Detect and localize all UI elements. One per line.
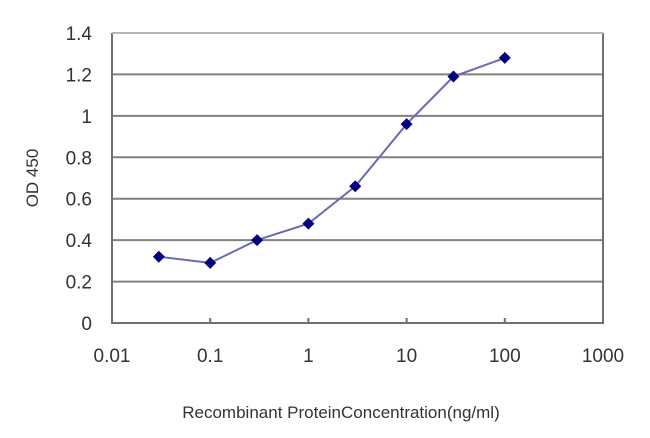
x-axis-label: Recombinant ProteinConcentration(ng/ml) [182, 403, 500, 422]
y-axis-ticks: 0 0.2 0.4 0.6 0.8 1 1.2 1.4 [66, 24, 93, 335]
data-point-diamond-marker [498, 51, 511, 64]
x-tick-label: 0.01 [94, 346, 131, 367]
y-tick-label: 0.4 [66, 231, 93, 252]
data-point-diamond-marker [349, 180, 362, 193]
x-tick-label: 0.1 [197, 346, 223, 367]
y-tick-label: 0.8 [66, 148, 92, 169]
y-tick-label: 1.4 [66, 24, 93, 45]
x-tick-label: 1 [303, 346, 314, 367]
data-point-diamond-marker [302, 217, 315, 230]
gridlines [112, 32, 603, 283]
y-tick-label: 0.2 [66, 273, 92, 294]
axes [111, 32, 604, 324]
data-point-diamond-marker [152, 250, 165, 263]
data-point-diamond-marker [204, 256, 217, 269]
x-tick-label: 1000 [582, 346, 624, 367]
data-series [152, 51, 511, 269]
y-tick-label: 0 [81, 314, 92, 335]
y-tick-label: 0.6 [66, 190, 92, 211]
y-tick-label: 1 [81, 107, 92, 128]
data-point-diamond-marker [447, 70, 460, 83]
data-point-diamond-marker [400, 118, 413, 131]
x-axis-ticks: 0.01 0.1 1 10 100 1000 [94, 318, 624, 367]
data-point-diamond-marker [251, 234, 264, 247]
plot-frame [111, 33, 604, 324]
series-line [158, 56, 506, 264]
y-axis-label: OD 450 [23, 149, 42, 208]
x-tick-label: 10 [396, 346, 417, 367]
x-tick-label: 100 [489, 346, 521, 367]
y-tick-label: 1.2 [66, 65, 92, 86]
